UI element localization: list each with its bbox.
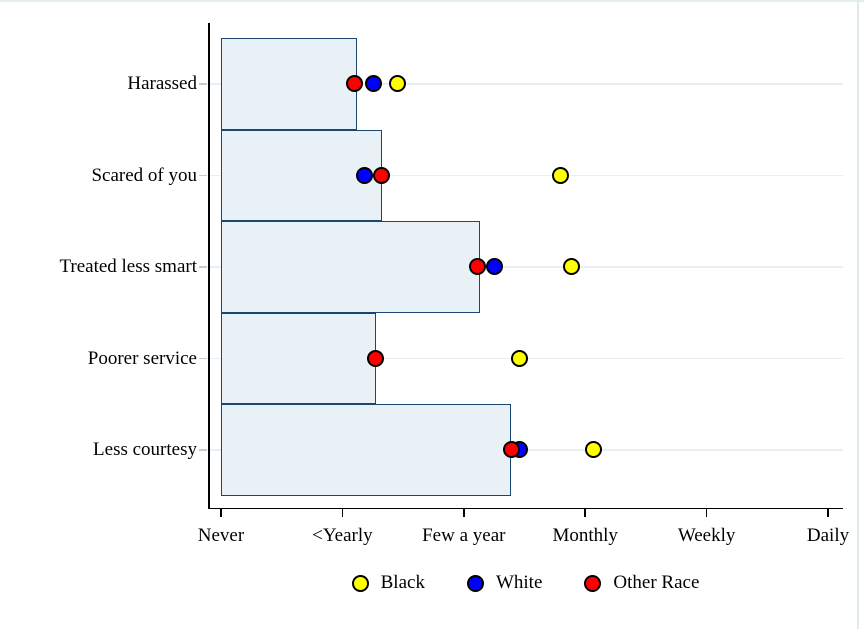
grid-line xyxy=(208,83,843,85)
x-tick xyxy=(220,509,222,517)
dot-other-race xyxy=(367,349,385,367)
legend-marker-other-race xyxy=(584,574,602,592)
x-tick-label: <Yearly xyxy=(312,525,373,546)
y-axis-line xyxy=(208,23,210,509)
dot-white xyxy=(486,258,504,275)
legend-label: Other Race xyxy=(613,572,700,593)
x-tick-label: Few a year xyxy=(422,525,506,546)
y-tick xyxy=(199,174,207,177)
y-tick xyxy=(199,83,207,85)
bar xyxy=(221,404,512,496)
grid-line xyxy=(208,174,843,177)
y-axis-label: Harassed xyxy=(127,73,197,94)
bar xyxy=(221,312,377,405)
legend-item: Other Race xyxy=(584,572,699,594)
bar xyxy=(221,221,480,313)
dot-white xyxy=(364,75,382,92)
plot-area xyxy=(199,23,843,517)
dot-black xyxy=(551,166,569,184)
legend-label: Black xyxy=(380,572,425,593)
x-tick-label: Never xyxy=(197,525,245,546)
grid-line xyxy=(208,266,843,268)
y-axis-label: Treated less smart xyxy=(59,256,197,277)
legend-marker-white xyxy=(466,574,484,592)
figure-frame-top xyxy=(0,0,864,2)
dot-black xyxy=(562,258,580,275)
y-axis-label: Less courtesy xyxy=(93,439,197,460)
x-tick xyxy=(463,509,465,517)
dot-other-race xyxy=(469,258,487,275)
legend-item: Black xyxy=(351,572,425,594)
x-tick-label: Monthly xyxy=(552,525,618,546)
x-tick xyxy=(827,509,829,517)
dot-black xyxy=(510,349,528,367)
y-tick xyxy=(199,266,207,268)
dot-other-race xyxy=(373,166,391,184)
y-tick xyxy=(199,357,207,360)
y-tick xyxy=(199,449,207,451)
x-tick-label: Weekly xyxy=(677,525,736,546)
dot-black xyxy=(389,75,407,92)
x-axis-line xyxy=(208,507,843,509)
x-tick xyxy=(705,509,708,517)
x-tick xyxy=(341,509,344,517)
dot-other-race xyxy=(503,441,521,458)
legend-label: White xyxy=(495,572,543,593)
dot-black xyxy=(584,441,602,458)
y-axis-label: Poorer service xyxy=(87,347,197,369)
legend: Black White Other Race xyxy=(208,565,843,601)
dot-other-race xyxy=(345,75,363,92)
legend-item: White xyxy=(466,572,543,594)
bar xyxy=(221,38,357,130)
x-tick xyxy=(584,509,586,517)
y-axis-label: Scared of you xyxy=(91,164,197,186)
figure-frame-right xyxy=(857,0,859,629)
legend-marker-black xyxy=(351,574,369,592)
x-tick-label: Daily xyxy=(806,525,850,546)
bar xyxy=(221,129,383,222)
dot-white xyxy=(356,166,374,184)
